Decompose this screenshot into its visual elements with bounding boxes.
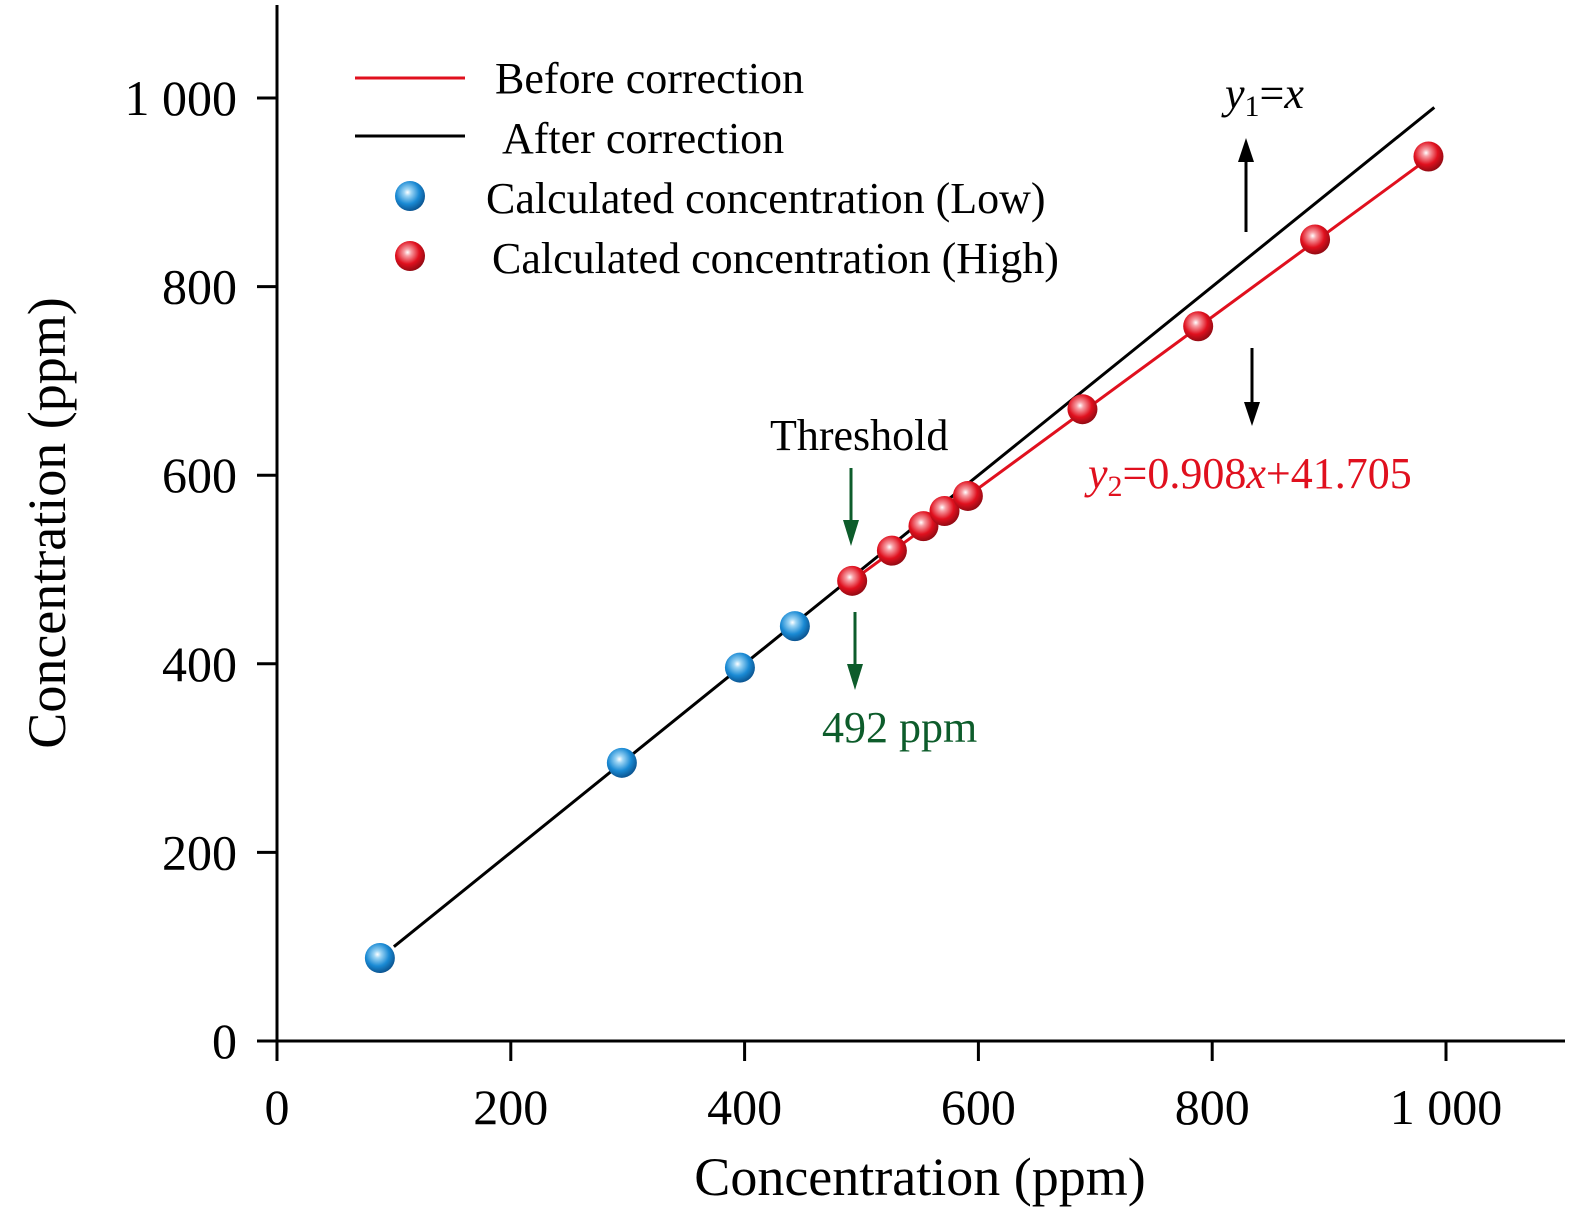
eq2-x: x bbox=[1245, 449, 1266, 498]
y-tick-label: 800 bbox=[162, 259, 237, 315]
axes: 0 200 400 600 800 1 000 0 200 400 600 800 1 000 bbox=[125, 5, 1565, 1135]
x-tick-label: 400 bbox=[707, 1079, 782, 1135]
legend-label-low: Calculated concentration (Low) bbox=[486, 174, 1046, 223]
threshold-arrow-bottom-icon bbox=[847, 664, 863, 690]
data-point-high bbox=[1413, 141, 1444, 172]
y-tick-label: 1 000 bbox=[125, 70, 238, 126]
x-axis-title: Concentration (ppm) bbox=[694, 1147, 1145, 1207]
threshold-annotation: Threshold 492 ppm bbox=[770, 411, 977, 752]
y-tick-label: 0 bbox=[212, 1013, 237, 1069]
data-point-high bbox=[952, 480, 983, 511]
threshold-arrows bbox=[843, 468, 863, 690]
eq1-sub: 1 bbox=[1245, 90, 1260, 123]
legend-label-high: Calculated concentration (High) bbox=[492, 234, 1059, 283]
threshold-value: 492 ppm bbox=[822, 703, 977, 752]
equation-y2: y2=0.908x+41.705 bbox=[1084, 348, 1412, 503]
y-tick-label: 600 bbox=[162, 447, 237, 503]
data-point-low bbox=[364, 943, 395, 974]
x-tick-label: 200 bbox=[473, 1079, 548, 1135]
data-point-high bbox=[1183, 311, 1214, 342]
eq2-tail: +41.705 bbox=[1266, 449, 1412, 498]
legend-swatch-low bbox=[395, 181, 425, 211]
x-tick-label: 0 bbox=[265, 1079, 290, 1135]
down-arrow-icon bbox=[1244, 402, 1260, 426]
y-tick-label: 200 bbox=[162, 824, 237, 880]
data-point-low bbox=[606, 747, 637, 778]
data-point-low bbox=[779, 611, 810, 642]
svg-text:y1=x: y1=x bbox=[1221, 69, 1304, 123]
data-point-low bbox=[724, 652, 755, 683]
y-axis-ticks: 0 200 400 600 800 1 000 bbox=[125, 70, 277, 1069]
eq1-x: x bbox=[1283, 69, 1304, 118]
legend-label-after: After correction bbox=[502, 114, 784, 163]
x-tick-label: 800 bbox=[1175, 1079, 1250, 1135]
eq2-rest: =0.908 bbox=[1123, 449, 1247, 498]
eq2-y: y bbox=[1084, 449, 1108, 498]
threshold-label: Threshold bbox=[770, 411, 948, 460]
eq2-sub: 2 bbox=[1108, 470, 1123, 503]
x-tick-label: 1 000 bbox=[1390, 1079, 1503, 1135]
data-point-high bbox=[1067, 394, 1098, 425]
data-point-high bbox=[1300, 224, 1331, 255]
x-axis-ticks: 0 200 400 600 800 1 000 bbox=[265, 1041, 1503, 1135]
legend-swatch-high bbox=[395, 241, 425, 271]
equation-y1: y1=x bbox=[1221, 69, 1304, 232]
y-axis-title: Concentration (ppm) bbox=[17, 297, 77, 748]
up-arrow-icon bbox=[1238, 138, 1254, 162]
eq1-rest: = bbox=[1260, 69, 1285, 118]
x-tick-label: 600 bbox=[941, 1079, 1016, 1135]
eq1-y: y bbox=[1221, 69, 1245, 118]
data-point-high bbox=[929, 496, 960, 527]
threshold-arrow-top-icon bbox=[843, 520, 859, 546]
data-point-high bbox=[908, 511, 939, 542]
data-points bbox=[364, 141, 1444, 974]
data-point-high bbox=[876, 535, 907, 566]
svg-text:y2=0.908x+41.705: y2=0.908x+41.705 bbox=[1084, 449, 1412, 503]
legend-label-before: Before correction bbox=[495, 54, 804, 103]
legend: Before correction After correction Calcu… bbox=[355, 54, 1059, 283]
data-point-high bbox=[837, 565, 868, 596]
y-tick-label: 400 bbox=[162, 636, 237, 692]
